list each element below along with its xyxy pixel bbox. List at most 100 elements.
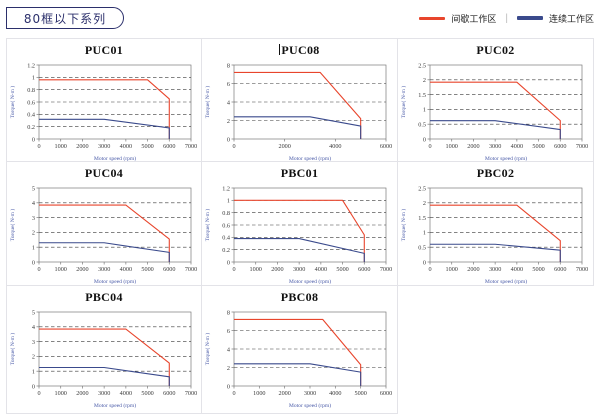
series-line-continuous bbox=[234, 363, 362, 386]
tick-label-x: 3000 bbox=[98, 266, 110, 273]
tick-label-y: 0.8 bbox=[27, 87, 35, 94]
tick-label-y: 0 bbox=[227, 136, 230, 143]
chart-row-2: PUC04 0 1 2 3 4 5 0 1000 2000 3000 4000 5000 6000 700… bbox=[6, 162, 594, 286]
series-line-continuous bbox=[39, 366, 170, 386]
tick-label-x: 1000 bbox=[55, 390, 67, 397]
series-line-intermittent bbox=[39, 328, 170, 386]
chart-cell-puc02[interactable]: PUC02 0 0.5 1 1.5 2 2.5 0 1000 2000 3000 4000 5000 6… bbox=[398, 38, 594, 162]
tick-label-x: 3000 bbox=[98, 143, 110, 150]
tick-label-x: 2000 bbox=[76, 390, 88, 397]
tick-label-y: 0 bbox=[32, 259, 35, 266]
chart-cell-puc01[interactable]: PUC01 0 0.2 0.4 0.6 0.8 1 1.2 0 1000 2000 3000 4000… bbox=[6, 38, 202, 162]
tick-label-x: 4000 bbox=[329, 143, 341, 150]
tick-label-x: 4000 bbox=[120, 143, 132, 150]
tick-label-y: 0.5 bbox=[418, 245, 426, 252]
text-caret-icon bbox=[279, 44, 281, 55]
tick-label-x: 6000 bbox=[358, 266, 370, 273]
chart-cell-pbc01[interactable]: PBC01 0 0.2 0.4 0.6 0.8 1 1.2 0 1000 2000 3000 4000… bbox=[202, 162, 398, 286]
chart-cell-empty bbox=[398, 286, 594, 414]
tick-label-y: 1 bbox=[32, 75, 35, 82]
tick-label-x: 6000 bbox=[163, 266, 175, 273]
series-line-intermittent bbox=[39, 204, 170, 262]
tick-label-y: 0.5 bbox=[418, 122, 426, 129]
tick-label-y: 1 bbox=[32, 245, 35, 252]
chart-plot-pbc08: 0 2 4 6 8 0 1000 2000 3000 4000 5000 6000 Motor spee… bbox=[202, 306, 398, 410]
plot-svg-pbc04: 0 1 2 3 4 5 0 1000 2000 3000 4000 5000 6000 7000 Motor… bbox=[9, 309, 197, 409]
chart-cell-pbc08[interactable]: PBC08 0 2 4 6 8 0 1000 2000 3000 4000 5000 6000 Moto… bbox=[202, 286, 398, 414]
series-tab-label: 80框以下系列 bbox=[23, 11, 107, 26]
chart-cell-puc04[interactable]: PUC04 0 1 2 3 4 5 0 1000 2000 3000 4000 5000 6000 700… bbox=[6, 162, 202, 286]
tick-label-y: 0 bbox=[32, 383, 35, 390]
tick-label-x: 5000 bbox=[141, 390, 153, 397]
tick-label-x: 3000 bbox=[489, 143, 501, 150]
tick-label-x: 2000 bbox=[467, 143, 479, 150]
tick-label-y: 1 bbox=[32, 369, 35, 376]
tick-label-y: 4 bbox=[32, 324, 35, 331]
x-axis-label: Motor speed (rpm) bbox=[289, 155, 331, 162]
tick-label-x: 7000 bbox=[576, 143, 588, 150]
y-axis-label: Torque( N-m ) bbox=[9, 209, 16, 242]
plot-svg-puc08: 0 2 4 6 8 0 2000 4000 6000 Motor speed (rpm) Torqu… bbox=[204, 62, 392, 162]
tick-label-y: 0 bbox=[227, 383, 230, 390]
chart-plot-puc02: 0 0.5 1 1.5 2 2.5 0 1000 2000 3000 4000 5000 6000 700… bbox=[398, 59, 594, 163]
x-axis-label: Motor speed (rpm) bbox=[94, 402, 136, 409]
plot-frame bbox=[429, 187, 583, 263]
plot-svg-pbc02: 0 0.5 1 1.5 2 2.5 0 1000 2000 3000 4000 5000 6000 700… bbox=[400, 185, 588, 285]
tick-label-y: 2 bbox=[423, 200, 426, 207]
tick-label-x: 4000 bbox=[329, 390, 341, 397]
tick-label-x: 3000 bbox=[293, 266, 305, 273]
tick-label-x: 1000 bbox=[446, 266, 458, 273]
tick-label-x: 1000 bbox=[55, 143, 67, 150]
legend-item-intermittent: 间歇工作区 bbox=[419, 12, 496, 25]
tick-label-x: 2000 bbox=[278, 143, 290, 150]
legend-label-continuous: 连续工作区 bbox=[548, 14, 594, 25]
tick-label-y: 6 bbox=[227, 81, 230, 88]
legend: 间歇工作区 | 连续工作区 bbox=[419, 9, 594, 27]
tick-label-x: 4000 bbox=[120, 390, 132, 397]
chart-grid: PUC01 0 0.2 0.4 0.6 0.8 1 1.2 0 1000 2000 3000 4000… bbox=[6, 38, 594, 414]
chart-title-pbc08: PBC08 bbox=[280, 290, 319, 304]
tick-label-x: 2000 bbox=[278, 390, 290, 397]
y-axis-label: Torque( N-m ) bbox=[9, 333, 16, 366]
tick-label-y: 3 bbox=[32, 339, 35, 346]
tick-label-x: 0 bbox=[428, 143, 431, 150]
chart-cell-pbc02[interactable]: PBC02 0 0.5 1 1.5 2 2.5 0 1000 2000 3000 4000 5000 6… bbox=[398, 162, 594, 286]
tick-label-x: 7000 bbox=[185, 266, 197, 273]
tick-label-y: 2 bbox=[227, 365, 230, 372]
chart-row-3: PBC04 0 1 2 3 4 5 0 1000 2000 3000 4000 5000 6000 700… bbox=[6, 286, 594, 414]
tick-label-y: 0.4 bbox=[27, 112, 35, 119]
x-axis-label: Motor speed (rpm) bbox=[485, 278, 527, 285]
legend-separator: | bbox=[505, 12, 508, 24]
chart-plot-puc04: 0 1 2 3 4 5 0 1000 2000 3000 4000 5000 6000 7000 Motor… bbox=[7, 182, 203, 286]
tick-label-x: 1000 bbox=[253, 390, 265, 397]
plot-frame bbox=[429, 64, 583, 140]
tick-label-x: 2000 bbox=[76, 266, 88, 273]
tick-label-x: 5000 bbox=[336, 266, 348, 273]
tick-label-x: 2000 bbox=[467, 266, 479, 273]
tick-label-x: 0 bbox=[428, 266, 431, 273]
tick-label-y: 3 bbox=[32, 215, 35, 222]
chart-title-puc08-text: PUC08 bbox=[281, 43, 320, 57]
chart-plot-pbc02: 0 0.5 1 1.5 2 2.5 0 1000 2000 3000 4000 5000 6000 700… bbox=[398, 182, 594, 286]
tick-label-x: 2000 bbox=[76, 143, 88, 150]
x-axis-label: Motor speed (rpm) bbox=[289, 402, 331, 409]
chart-cell-puc08[interactable]: PUC08 0 2 4 6 8 0 2000 4000 6000 Motor speed (rpm… bbox=[202, 38, 398, 162]
tick-label-y: 2.5 bbox=[418, 185, 426, 192]
tick-label-y: 2 bbox=[423, 77, 426, 84]
plot-svg-pbc01: 0 0.2 0.4 0.6 0.8 1 1.2 0 1000 2000 3000 4000 5000 60… bbox=[204, 185, 392, 285]
chart-title-puc08: PUC08 bbox=[202, 43, 397, 58]
series-line-intermittent bbox=[234, 199, 365, 262]
tick-label-x: 4000 bbox=[315, 266, 327, 273]
series-line-continuous bbox=[430, 120, 561, 139]
chart-cell-pbc04[interactable]: PBC04 0 1 2 3 4 5 0 1000 2000 3000 4000 5000 6000 700… bbox=[6, 286, 202, 414]
tick-label-x: 6000 bbox=[554, 266, 566, 273]
tick-label-x: 3000 bbox=[98, 390, 110, 397]
tick-label-x: 4000 bbox=[120, 266, 132, 273]
series-tab[interactable]: 80框以下系列 bbox=[6, 7, 124, 29]
page-header: 80框以下系列 间歇工作区 | 连续工作区 bbox=[0, 0, 600, 36]
y-axis-label: Torque( N-m ) bbox=[9, 86, 16, 119]
tick-label-x: 3000 bbox=[489, 266, 501, 273]
plot-svg-pbc08: 0 2 4 6 8 0 1000 2000 3000 4000 5000 6000 Motor spee… bbox=[204, 309, 392, 409]
tick-label-x: 1000 bbox=[55, 266, 67, 273]
